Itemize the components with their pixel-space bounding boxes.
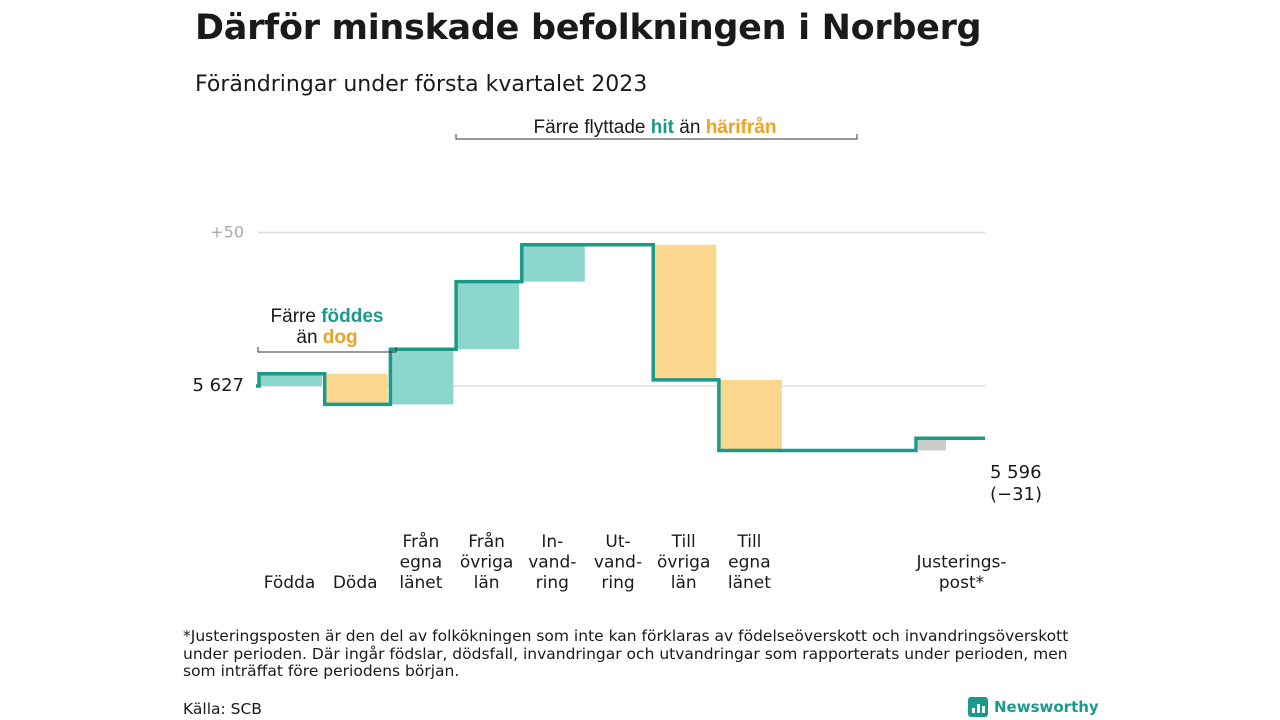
brand-name: Newsworthy <box>994 698 1099 716</box>
category-label: post* <box>939 573 984 593</box>
bar <box>718 379 782 451</box>
category-label: vand- <box>594 553 642 573</box>
category-label: Från <box>468 531 505 552</box>
annotation-segment: hit <box>651 117 675 138</box>
bar <box>324 373 388 405</box>
end-change-label: (−31) <box>990 484 1042 505</box>
y-tick-label: +50 <box>210 223 244 242</box>
bar <box>918 438 946 451</box>
moves-bracket <box>455 134 858 140</box>
births-bracket <box>257 347 397 353</box>
category-label: Döda <box>333 573 378 593</box>
newsworthy-logo-icon <box>968 697 988 717</box>
brand-logo[interactable]: Newsworthy <box>968 697 1099 717</box>
births-annotation-line2: än dog <box>296 327 357 348</box>
category-label: Ut- <box>605 532 630 552</box>
category-label: länet <box>728 573 771 593</box>
end-value-label: 5 596 <box>990 462 1042 483</box>
category-label: egna <box>400 553 442 573</box>
annotation-segment: dog <box>323 327 358 348</box>
category-label: Från <box>403 531 440 552</box>
page-title: Därför minskade befolkningen i Norberg <box>195 8 982 48</box>
footnote: *Justeringsposten är den del av folkökni… <box>183 627 1069 680</box>
category-label: ring <box>601 573 634 593</box>
category-label: övriga <box>657 553 710 573</box>
bar <box>456 281 520 350</box>
category-label: egna <box>728 553 770 573</box>
category-label: län <box>671 573 697 593</box>
waterfall-line <box>256 243 985 453</box>
moves-annotation: Färre flyttade hit än härifrån <box>534 117 777 138</box>
category-label: Födda <box>264 573 316 593</box>
births-annotation-line1: Färre föddes <box>271 306 384 327</box>
page-subtitle: Förändringar under första kvartalet 2023 <box>195 72 648 97</box>
bar <box>259 373 322 386</box>
bar <box>653 244 717 380</box>
annotation-segment: föddes <box>321 306 383 327</box>
annotation-segment: härifrån <box>706 117 777 138</box>
category-label: länet <box>399 573 442 593</box>
category-label: Justerings- <box>915 553 1006 573</box>
annotation-segment: Färre <box>271 306 322 327</box>
category-label: län <box>474 573 500 593</box>
annotation-segment: än <box>296 327 322 348</box>
category-label: ring <box>536 573 569 593</box>
category-label: Till <box>671 532 696 552</box>
category-label: vand- <box>528 553 576 573</box>
bar <box>521 244 585 282</box>
start-value-label: 5 627 <box>192 375 244 396</box>
annotation-segment: Färre flyttade <box>534 117 651 138</box>
category-label: övriga <box>460 553 513 573</box>
bar <box>390 349 454 405</box>
source-label: Källa: SCB <box>183 700 262 718</box>
category-label: Till <box>736 532 761 552</box>
annotation-segment: än <box>674 117 706 138</box>
category-label: In- <box>541 532 563 552</box>
